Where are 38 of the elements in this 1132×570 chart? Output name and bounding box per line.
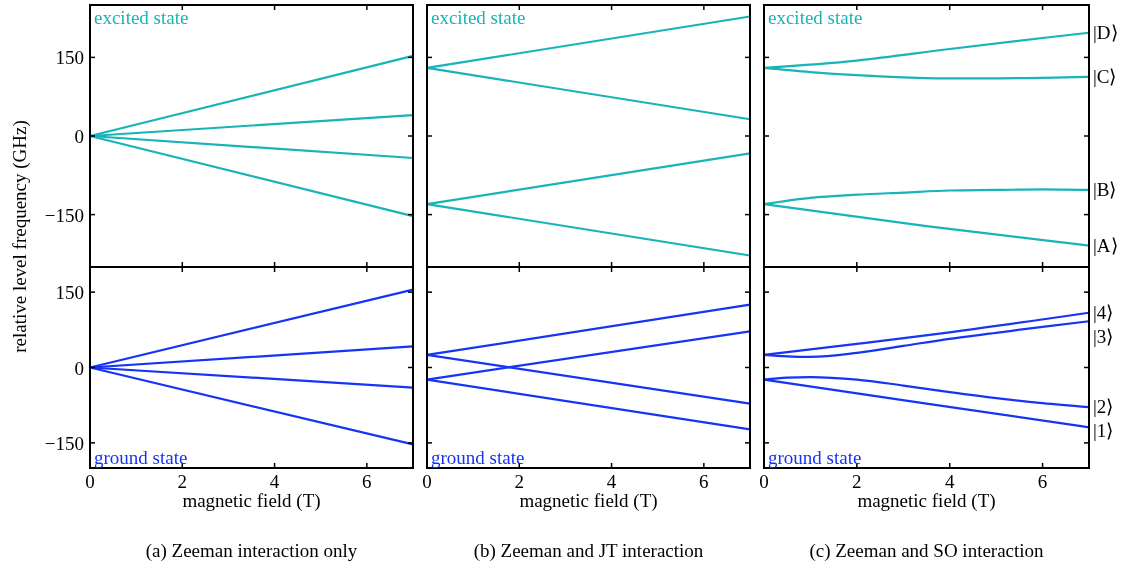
x-tick-label: 6 [699,471,709,492]
series-label: |4⟩ [1093,301,1114,323]
x-tick-label: 4 [944,471,955,492]
x-tick-label: 6 [362,471,372,492]
x-tick-label: 0 [759,471,769,492]
x-tick-label: 4 [269,471,280,492]
x-tick-label: 2 [514,471,525,492]
annotation: ground state [94,447,188,468]
y-tick-label: 0 [74,357,84,379]
series-label: |1⟩ [1093,420,1114,442]
annotation: excited state [431,7,526,28]
x-tick-label: 4 [606,471,617,492]
x-tick-label: 2 [177,471,188,492]
y-tick-label: −150 [44,432,84,454]
y-tick-label: 150 [55,47,84,69]
y-tick-label: −150 [44,204,84,226]
text: (c) Zeeman and SO interaction [809,540,1045,562]
annotation: excited state [94,7,189,28]
series-label: |B⟩ [1093,178,1117,200]
y-axis-title: relative level frequency (GHz) [9,120,31,353]
y-tick-label: 0 [74,126,84,147]
y-tick-label: 150 [55,282,84,304]
series-label: |D⟩ [1093,21,1118,43]
series-label: |A⟩ [1093,234,1118,256]
series-label: |C⟩ [1093,65,1117,87]
series-label: |3⟩ [1093,325,1114,347]
text: (a) Zeeman interaction only [145,540,358,562]
annotation: ground state [768,447,862,468]
x-tick-label: 6 [1037,471,1048,492]
x-axis-title: magnetic field (T) [857,490,996,512]
text: (b) Zeeman and JT interaction [473,540,704,562]
series-label: |2⟩ [1093,396,1114,418]
x-tick-label: 0 [422,471,432,492]
annotation: excited state [768,7,863,28]
x-axis-title: magnetic field (T) [519,490,658,512]
annotation: ground state [431,447,525,468]
x-tick-label: 2 [852,471,862,492]
x-axis-title: magnetic field (T) [182,490,321,512]
